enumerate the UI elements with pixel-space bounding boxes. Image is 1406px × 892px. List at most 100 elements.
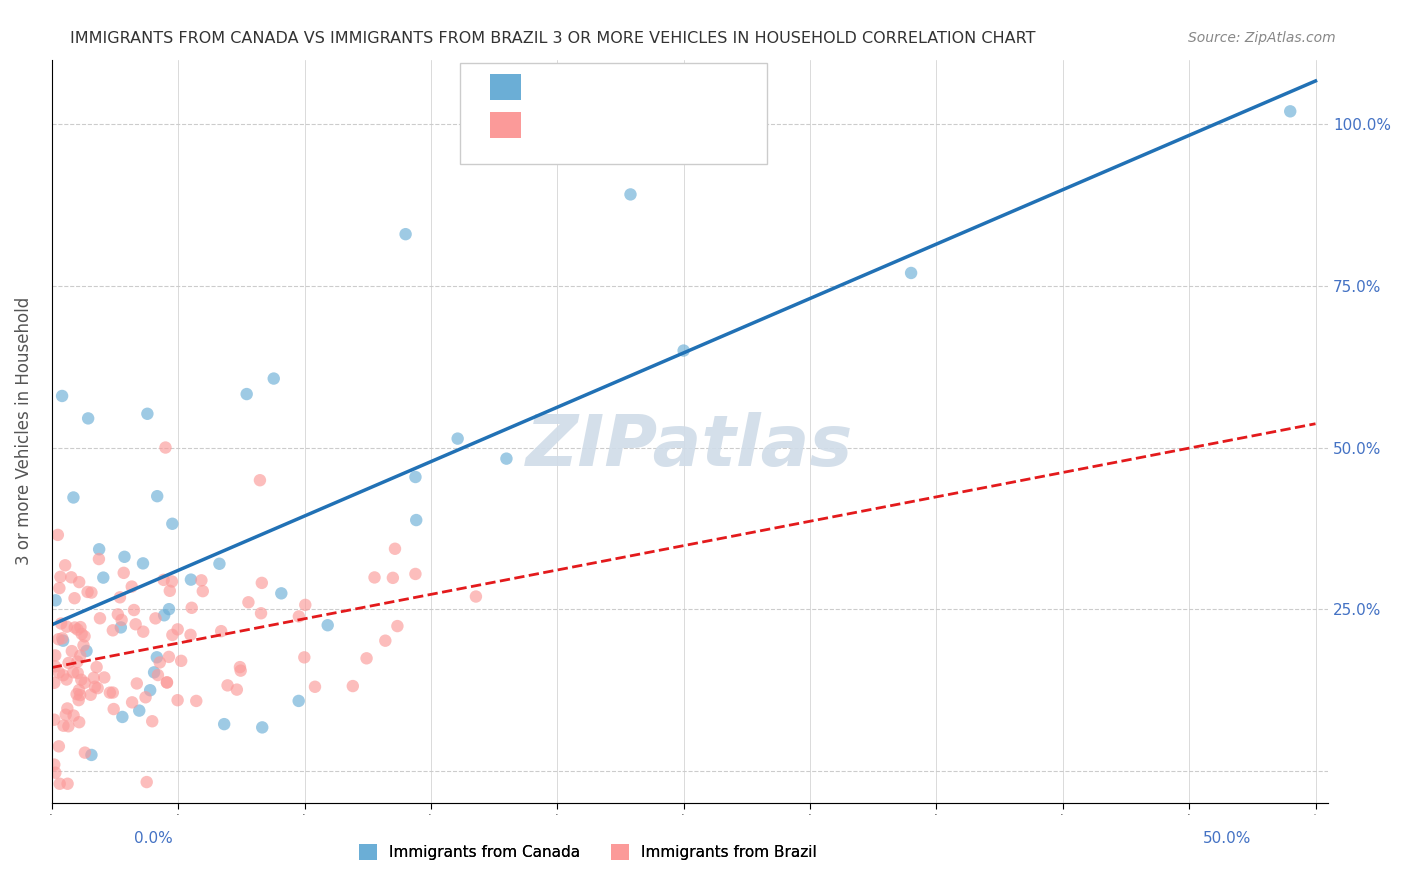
Immigrants from Brazil	[70, 673, 93, 687]
Immigrants from Brazil	[55, 620, 77, 634]
Immigrants from Brazil	[66, 666, 89, 681]
Immigrants from Brazil	[162, 628, 184, 642]
Immigrants from Brazil	[209, 624, 232, 639]
Immigrants from Brazil	[52, 719, 75, 733]
Immigrants from Brazil	[155, 441, 177, 455]
Text: Source: ZipAtlas.com: Source: ZipAtlas.com	[1188, 31, 1336, 45]
Immigrants from Canada	[62, 491, 84, 505]
Immigrants from Brazil	[186, 694, 208, 708]
Immigrants from Canada	[404, 470, 426, 484]
Immigrants from Brazil	[101, 685, 124, 699]
Immigrants from Canada	[405, 513, 427, 527]
Immigrants from Brazil	[67, 683, 90, 698]
Immigrants from Brazil	[125, 676, 148, 690]
Immigrants from Brazil	[292, 650, 315, 665]
Immigrants from Canada	[110, 620, 132, 634]
Immigrants from Brazil	[166, 623, 188, 637]
Immigrants from Brazil	[229, 660, 252, 674]
Immigrants from Brazil	[86, 681, 108, 695]
Immigrants from Brazil	[404, 566, 426, 581]
Immigrants from Brazil	[180, 600, 202, 615]
Immigrants from Canada	[128, 704, 150, 718]
Immigrants from Brazil	[48, 739, 70, 754]
Immigrants from Canada	[52, 633, 75, 648]
Immigrants from Canada	[153, 608, 176, 623]
Immigrants from Brazil	[304, 680, 326, 694]
Text: R = 0.497: R = 0.497	[533, 78, 616, 96]
Immigrants from Brazil	[225, 682, 247, 697]
Immigrants from Brazil	[52, 668, 75, 682]
Immigrants from Brazil	[135, 775, 157, 789]
Immigrants from Brazil	[56, 777, 79, 791]
Immigrants from Brazil	[156, 675, 179, 690]
Immigrants from Brazil	[67, 575, 90, 590]
Immigrants from Brazil	[76, 585, 98, 599]
Immigrants from Brazil	[48, 632, 70, 647]
Immigrants from Brazil	[89, 611, 111, 625]
Immigrants from Brazil	[67, 715, 90, 730]
FancyBboxPatch shape	[460, 63, 766, 164]
Immigrants from Brazil	[84, 680, 107, 694]
Immigrants from Canada	[180, 573, 202, 587]
Immigrants from Canada	[619, 187, 641, 202]
Immigrants from Brazil	[250, 575, 273, 590]
Immigrants from Canada	[111, 710, 134, 724]
Immigrants from Canada	[139, 683, 162, 698]
Immigrants from Brazil	[190, 574, 212, 588]
Immigrants from Brazil	[60, 570, 83, 584]
Immigrants from Canada	[495, 451, 517, 466]
Immigrants from Canada	[76, 644, 98, 658]
Immigrants from Brazil	[80, 585, 103, 599]
Immigrants from Brazil	[87, 552, 110, 566]
Immigrants from Canada	[394, 227, 416, 242]
Immigrants from Canada	[143, 665, 166, 680]
Immigrants from Brazil	[44, 659, 66, 673]
Immigrants from Canada	[80, 747, 103, 762]
Immigrants from Canada	[447, 432, 470, 446]
Immigrants from Brazil	[93, 671, 115, 685]
Immigrants from Brazil	[157, 649, 180, 664]
Immigrants from Brazil	[250, 607, 273, 621]
Immigrants from Brazil	[63, 620, 86, 634]
Immigrants from Canada	[146, 650, 169, 665]
Immigrants from Brazil	[70, 627, 93, 641]
Immigrants from Canada	[672, 343, 695, 358]
Legend: Immigrants from Canada, Immigrants from Brazil: Immigrants from Canada, Immigrants from …	[353, 838, 824, 866]
Immigrants from Canada	[136, 407, 159, 421]
Immigrants from Canada	[89, 542, 111, 557]
Immigrants from Brazil	[72, 639, 94, 653]
Immigrants from Canada	[77, 411, 100, 425]
Immigrants from Brazil	[238, 595, 260, 609]
Immigrants from Canada	[51, 389, 73, 403]
Immigrants from Brazil	[122, 603, 145, 617]
Immigrants from Brazil	[62, 665, 84, 680]
Immigrants from Canada	[316, 618, 339, 632]
Immigrants from Brazil	[145, 611, 167, 625]
Immigrants from Brazil	[191, 584, 214, 599]
Immigrants from Brazil	[160, 574, 183, 589]
Immigrants from Brazil	[49, 570, 72, 584]
Immigrants from Brazil	[229, 664, 252, 678]
Immigrants from Brazil	[49, 616, 72, 631]
Immigrants from Brazil	[44, 675, 66, 690]
Immigrants from Brazil	[66, 623, 89, 637]
Immigrants from Brazil	[249, 473, 271, 487]
Immigrants from Brazil	[294, 598, 316, 612]
Immigrants from Brazil	[156, 675, 179, 690]
Text: N = 116: N = 116	[638, 115, 713, 133]
Immigrants from Brazil	[58, 719, 80, 733]
Immigrants from Brazil	[381, 571, 404, 585]
Immigrants from Brazil	[356, 651, 378, 665]
Immigrants from Canada	[114, 549, 136, 564]
Immigrants from Canada	[270, 586, 292, 600]
Text: IMMIGRANTS FROM CANADA VS IMMIGRANTS FROM BRAZIL 3 OR MORE VEHICLES IN HOUSEHOLD: IMMIGRANTS FROM CANADA VS IMMIGRANTS FRO…	[70, 31, 1036, 46]
Immigrants from Brazil	[166, 693, 188, 707]
Immigrants from Brazil	[132, 624, 155, 639]
Immigrants from Brazil	[464, 590, 486, 604]
Immigrants from Brazil	[51, 632, 73, 646]
Immigrants from Brazil	[101, 624, 124, 638]
Immigrants from Brazil	[48, 581, 70, 595]
Immigrants from Brazil	[108, 591, 131, 605]
FancyBboxPatch shape	[489, 112, 522, 137]
Immigrants from Brazil	[112, 566, 135, 580]
